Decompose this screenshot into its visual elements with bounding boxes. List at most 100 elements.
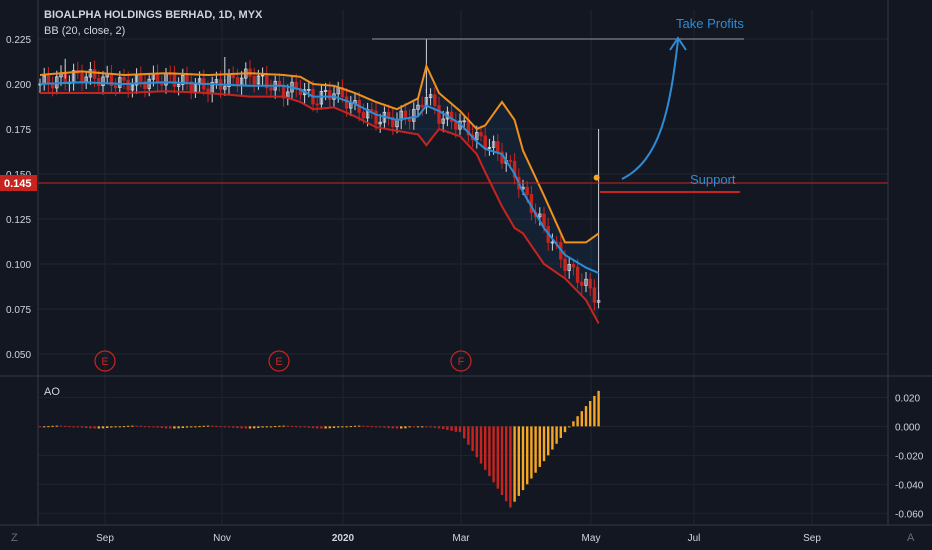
time-tick-label: Jul — [688, 533, 701, 544]
ao-bar — [85, 426, 88, 429]
candle-body — [323, 90, 328, 92]
candle-body — [214, 79, 219, 83]
ao-bar — [479, 426, 483, 464]
ao-tick-label: -0.040 — [895, 480, 924, 491]
candle-body — [592, 287, 597, 303]
candle-body — [122, 77, 126, 81]
candle-body — [567, 264, 571, 271]
ao-bar — [278, 425, 281, 427]
candle-body — [361, 111, 366, 119]
ao-bar — [467, 426, 470, 445]
auto-scale-corner[interactable]: A — [907, 532, 915, 544]
ao-bar — [593, 395, 596, 427]
candle-body — [483, 135, 487, 149]
oscillator-label: AO — [44, 386, 60, 398]
candle-body — [269, 87, 273, 91]
time-tick-label: May — [582, 533, 601, 544]
ao-bar — [80, 426, 84, 428]
candle-body — [437, 105, 441, 124]
chart-title: BIOALPHA HOLDINGS BERHAD, 1D, MYX — [44, 9, 263, 21]
ao-bar — [412, 426, 415, 428]
bb-band-area — [40, 66, 599, 324]
signal-dot — [593, 174, 600, 181]
ao-bar — [240, 426, 243, 429]
ao-bar — [114, 426, 117, 428]
candle-body — [80, 72, 84, 83]
ao-bar — [253, 426, 256, 429]
candle-body — [223, 86, 227, 90]
ao-bar — [295, 426, 298, 428]
ao-bar — [261, 426, 264, 428]
earnings-marker — [268, 350, 290, 372]
earnings-marker — [94, 350, 116, 372]
ao-bar — [118, 426, 121, 428]
earnings-marker-label: E — [275, 356, 282, 368]
candle-body — [538, 213, 542, 218]
candlesticks — [38, 39, 601, 311]
candle-body — [584, 278, 588, 286]
ao-bar — [43, 426, 46, 428]
ao-bar — [446, 426, 449, 430]
candle-body — [113, 85, 118, 88]
ao-bar — [542, 426, 546, 462]
ao-bar — [496, 426, 499, 489]
price-tick-label: 0.175 — [6, 125, 31, 136]
ao-bar — [362, 425, 365, 427]
ao-bar — [521, 426, 525, 491]
ao-tick-label: 0.020 — [895, 393, 920, 404]
ao-bar — [488, 426, 491, 477]
ao-bar — [139, 425, 142, 427]
ao-bar — [517, 426, 520, 496]
ao-bar — [366, 425, 369, 427]
ao-bar — [320, 426, 323, 429]
ao-bar — [421, 426, 424, 428]
ao-bar — [370, 426, 373, 428]
candle-body — [416, 104, 420, 110]
candle-body — [403, 110, 408, 119]
ao-bar — [345, 426, 348, 428]
ao-bar — [110, 426, 113, 428]
ao-bar — [265, 426, 268, 428]
ao-bar — [223, 426, 226, 428]
candle-body — [378, 121, 382, 125]
candle-body — [491, 141, 496, 148]
ao-bar — [122, 426, 126, 428]
ao-bar — [374, 426, 378, 428]
candle-body — [420, 104, 424, 108]
candle-body — [185, 74, 189, 83]
price-tick-label: 0.225 — [6, 35, 31, 46]
candle-body — [252, 75, 256, 85]
ao-bar — [526, 426, 529, 485]
candle-body — [441, 118, 445, 124]
timezone-corner[interactable]: Z — [11, 532, 18, 544]
ao-bar — [391, 426, 394, 429]
ao-bar — [358, 425, 361, 427]
ao-bar — [59, 425, 63, 427]
ao-bar — [400, 426, 403, 429]
ao-bar — [341, 426, 344, 428]
ao-bar — [68, 426, 71, 428]
ao-bar — [106, 426, 109, 429]
candle-body — [512, 160, 517, 178]
ao-bar — [404, 426, 407, 429]
ao-bar — [547, 426, 550, 456]
ao-histogram — [38, 390, 600, 508]
ao-bar — [156, 426, 159, 428]
ao-bar — [227, 426, 231, 428]
last-price-tag — [0, 175, 37, 191]
ao-bar — [589, 401, 592, 427]
ao-bar — [219, 426, 222, 428]
candle-body — [50, 83, 55, 89]
ao-bar — [387, 426, 390, 429]
ao-tick-label: -0.060 — [895, 509, 924, 520]
ao-bar — [181, 426, 184, 428]
bollinger-lines — [39, 63, 600, 324]
time-tick-label: Mar — [452, 533, 470, 544]
candle-body — [101, 76, 105, 86]
ao-bar — [93, 426, 96, 429]
ao-bar — [437, 426, 441, 429]
candle-body — [139, 74, 143, 82]
